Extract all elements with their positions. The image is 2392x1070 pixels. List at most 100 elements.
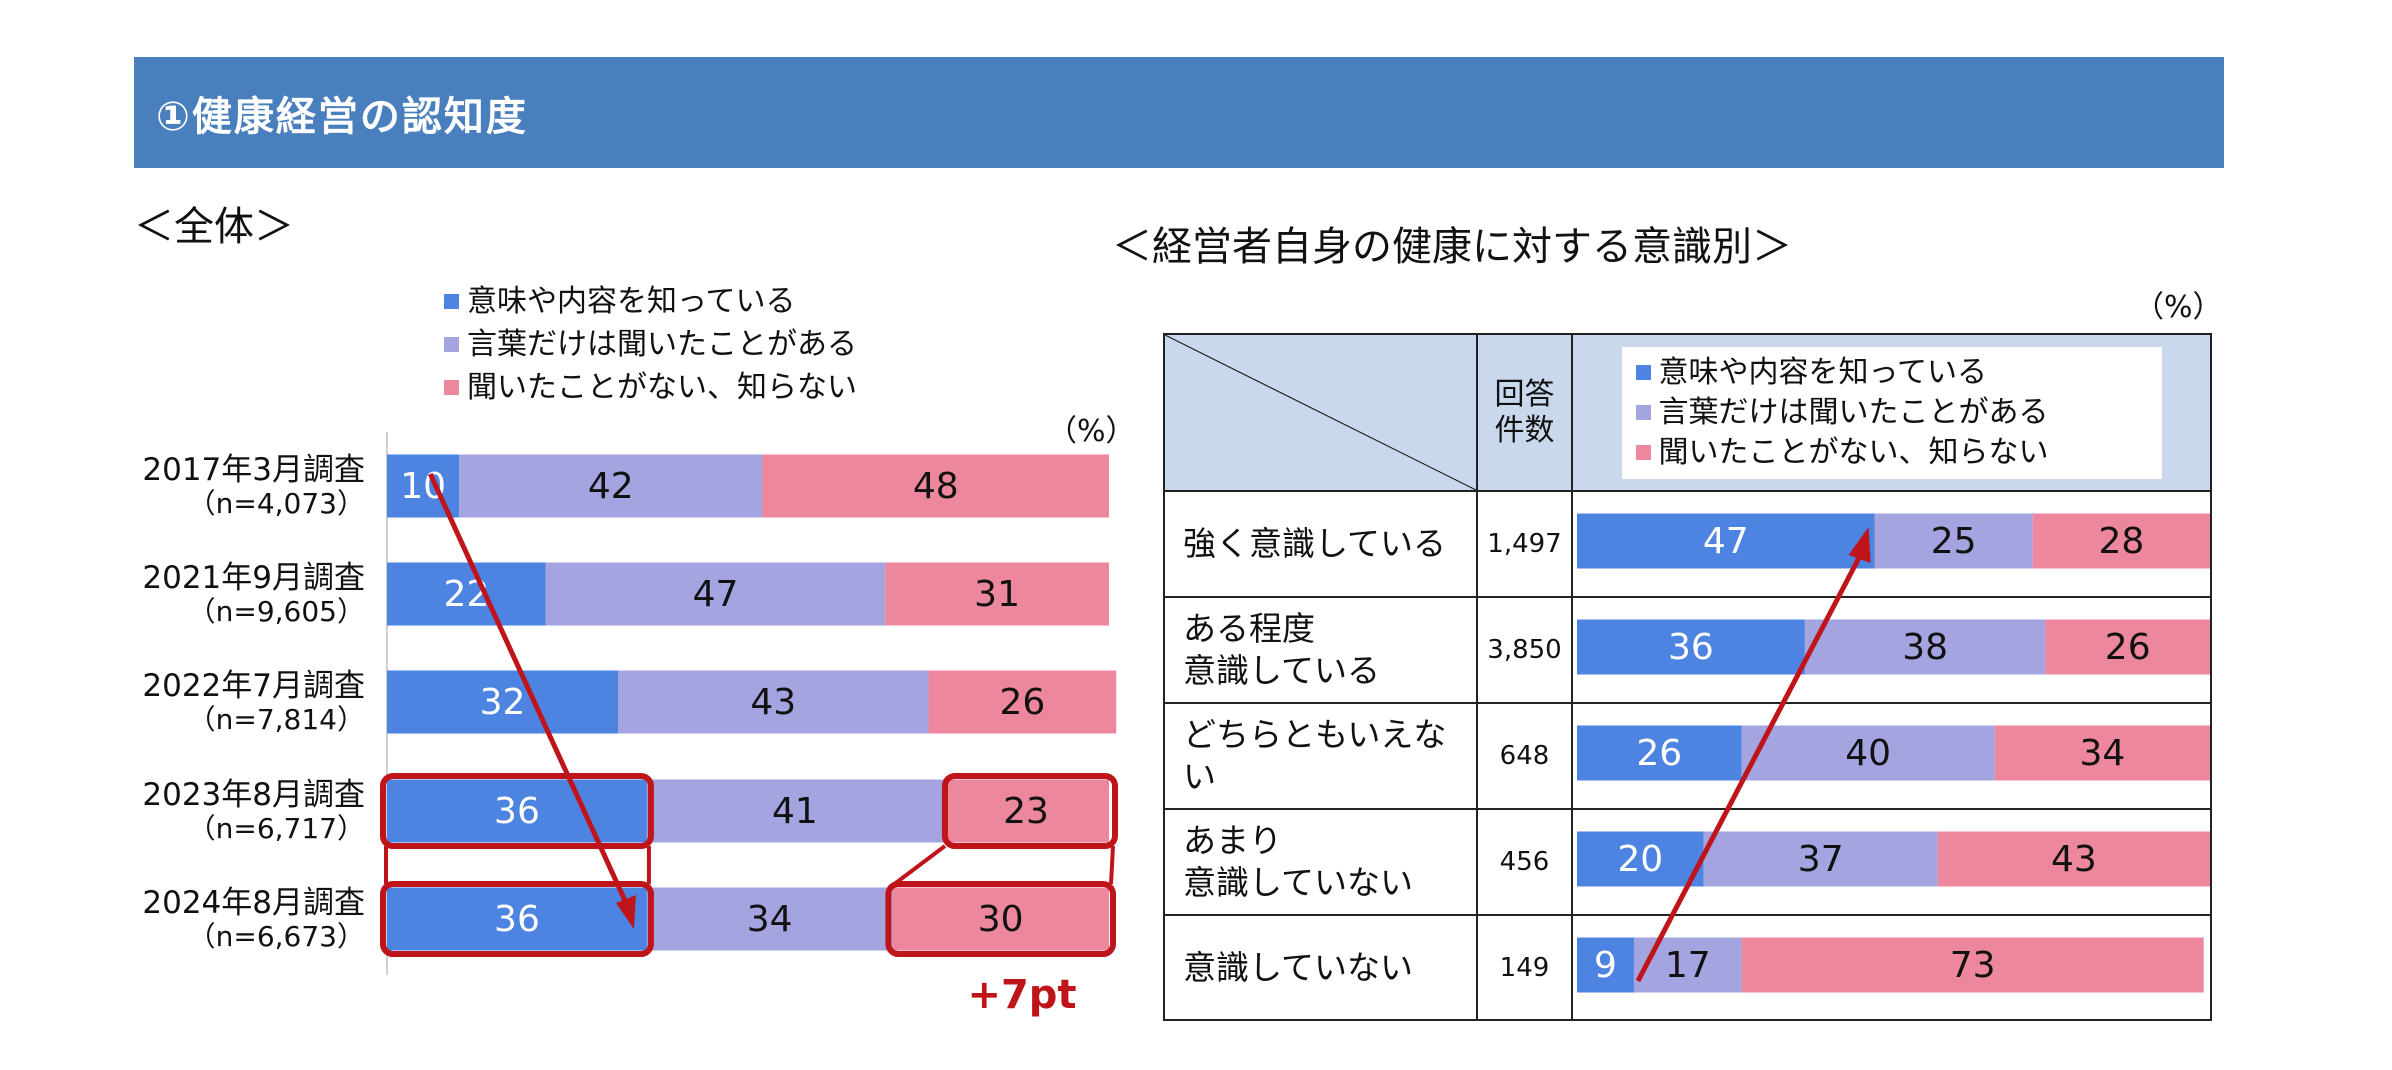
data-label: 47 bbox=[693, 574, 739, 615]
row-count: 1,497 bbox=[1476, 490, 1573, 598]
bar-segment-heard bbox=[459, 454, 763, 518]
legend-item-know: 意味や内容を知っている bbox=[444, 280, 857, 323]
legend-item-unknown: 聞いたことがない、知らない bbox=[1635, 433, 2148, 473]
data-label: 34 bbox=[747, 899, 793, 940]
bar-segment-know bbox=[1577, 937, 1634, 993]
bar-segment-know bbox=[1577, 725, 1742, 781]
row-label: あまり 意識していない bbox=[1163, 808, 1478, 916]
bar-segment-heard bbox=[1804, 619, 2046, 675]
row-label-line1: 強く意識している bbox=[1183, 524, 1447, 563]
bar-segment-know bbox=[387, 887, 647, 951]
trend-arrow-head bbox=[615, 895, 636, 929]
data-label: 26 bbox=[999, 682, 1045, 723]
data-label: 41 bbox=[772, 791, 818, 832]
right-section-heading: ＜経営者自身の健康に対する意識別＞ bbox=[1112, 224, 1792, 270]
bar-segment-unknown bbox=[1937, 831, 2210, 887]
bar-segment-heard bbox=[1703, 831, 1938, 887]
data-label: 73 bbox=[1950, 945, 1996, 986]
highlight-box bbox=[885, 881, 1117, 957]
bar-segment-know bbox=[1577, 513, 1875, 569]
legend-swatch-heard bbox=[1635, 405, 1651, 420]
bar-segment-unknown bbox=[1994, 725, 2210, 781]
category-sample-size: （n=9,605） bbox=[188, 595, 365, 628]
left-unit-label: （%） bbox=[1047, 414, 1136, 449]
legend-label: 意味や内容を知っている bbox=[467, 284, 796, 319]
bar-segment-unknown bbox=[928, 670, 1117, 734]
category-sample-size: （n=6,717） bbox=[188, 812, 365, 845]
row-label: ある程度 意識している bbox=[1163, 596, 1478, 704]
right-unit-label: （%） bbox=[2134, 290, 2223, 325]
data-label: 10 bbox=[400, 466, 446, 507]
bar-segment-unknown bbox=[942, 779, 1109, 843]
data-label: 25 bbox=[1931, 521, 1977, 562]
category-sample-size: （n=7,814） bbox=[188, 703, 365, 736]
data-label: 23 bbox=[1003, 791, 1049, 832]
data-label: 32 bbox=[480, 682, 526, 723]
awareness-table: 回答 件数 意味や内容を知っている 言葉だけは聞いたことがある 聞いたことがない… bbox=[1163, 333, 2212, 1021]
data-label: 48 bbox=[913, 466, 959, 507]
data-label: 43 bbox=[2051, 839, 2097, 880]
bar-segment-heard bbox=[618, 670, 929, 734]
legend-header-cell: 意味や内容を知っている 言葉だけは聞いたことがある 聞いたことがない、知らない bbox=[1571, 333, 2212, 492]
left-section-heading: ＜全体＞ bbox=[134, 204, 294, 250]
highlight-box bbox=[380, 881, 654, 957]
bar-segment-unknown bbox=[2032, 513, 2210, 569]
trend-arrow-line bbox=[428, 472, 631, 909]
bar-segment-heard bbox=[1874, 513, 2033, 569]
bar-segment-know bbox=[1577, 619, 1805, 675]
bar-segment-heard bbox=[1741, 725, 1995, 781]
row-label-line1: あまり bbox=[1183, 821, 1282, 860]
data-label: 26 bbox=[1636, 733, 1682, 774]
data-label: 28 bbox=[2098, 521, 2144, 562]
data-label: 34 bbox=[2079, 733, 2125, 774]
trend-arrow-line bbox=[1635, 547, 1866, 983]
data-label: 36 bbox=[1668, 627, 1714, 668]
data-label: 38 bbox=[1902, 627, 1948, 668]
diagonal-line bbox=[1165, 335, 1476, 490]
legend-label: 言葉だけは聞いたことがある bbox=[467, 327, 857, 362]
row-count: 648 bbox=[1476, 702, 1573, 810]
legend-swatch-heard bbox=[444, 337, 459, 352]
row-count: 3,850 bbox=[1476, 596, 1573, 704]
right-stacked-bar-chart: 47 25 28 36 38 26 26 40 34 20 37 43 9 17 73 bbox=[1577, 513, 2210, 993]
data-label: 17 bbox=[1665, 945, 1711, 986]
category-label: 2017年3月調査 bbox=[142, 452, 365, 488]
row-label-line1: どちらともいえない bbox=[1183, 715, 1447, 796]
legend-label: 聞いたことがない、知らない bbox=[467, 370, 857, 405]
category-label: 2022年7月調査 bbox=[142, 668, 365, 704]
bar-segment-unknown bbox=[885, 562, 1109, 626]
bar-segment-unknown bbox=[892, 887, 1109, 951]
right-legend: 意味や内容を知っている 言葉だけは聞いたことがある 聞いたことがない、知らない bbox=[1621, 346, 2162, 479]
legend-label: 聞いたことがない、知らない bbox=[1658, 434, 2049, 470]
data-label: 40 bbox=[1845, 733, 1891, 774]
legend-swatch-unknown bbox=[1635, 445, 1651, 460]
legend-swatch-know bbox=[1635, 365, 1651, 380]
bar-segment-know bbox=[387, 779, 647, 843]
row-label: 意識していない bbox=[1163, 914, 1478, 1021]
bar-segment-heard bbox=[646, 887, 893, 951]
row-label-line1: 意識していない bbox=[1183, 947, 1414, 987]
row-label-line1: ある程度 bbox=[1183, 609, 1315, 648]
change-annotation: +7pt bbox=[967, 972, 1076, 1018]
legend-swatch-know bbox=[444, 294, 459, 309]
count-header-line2: 件数 bbox=[1494, 412, 1555, 448]
data-label: 30 bbox=[978, 899, 1024, 940]
legend-item-know: 意味や内容を知っている bbox=[1635, 353, 2148, 393]
connector-line bbox=[1109, 845, 1115, 885]
bar-segment-know bbox=[1577, 831, 1704, 887]
bar-segment-heard bbox=[545, 562, 886, 626]
legend-item-unknown: 聞いたことがない、知らない bbox=[444, 366, 857, 409]
data-label: 43 bbox=[750, 682, 796, 723]
trend-arrow-head bbox=[1848, 527, 1871, 563]
row-count: 149 bbox=[1476, 914, 1573, 1021]
bar-segment-know bbox=[387, 670, 619, 734]
highlight-box bbox=[380, 773, 654, 849]
bar-segment-heard bbox=[646, 779, 943, 843]
row-label: どちらともいえない bbox=[1163, 702, 1478, 810]
bar-segment-unknown bbox=[762, 454, 1109, 518]
left-stacked-bar-chart: 2017年3月調査（n=4,073） 10 42 48 2021年9月調査（n=9,60… bbox=[142, 432, 1118, 1018]
row-label-line2: 意識している bbox=[1183, 651, 1381, 690]
connector-line bbox=[893, 844, 947, 886]
bar-segment-know bbox=[387, 562, 546, 626]
legend-label: 言葉だけは聞いたことがある bbox=[1658, 394, 2049, 430]
